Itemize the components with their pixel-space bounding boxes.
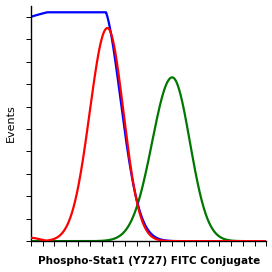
Y-axis label: Events: Events — [5, 104, 16, 142]
X-axis label: Phospho-Stat1 (Y727) FITC Conjugate: Phospho-Stat1 (Y727) FITC Conjugate — [38, 256, 260, 267]
